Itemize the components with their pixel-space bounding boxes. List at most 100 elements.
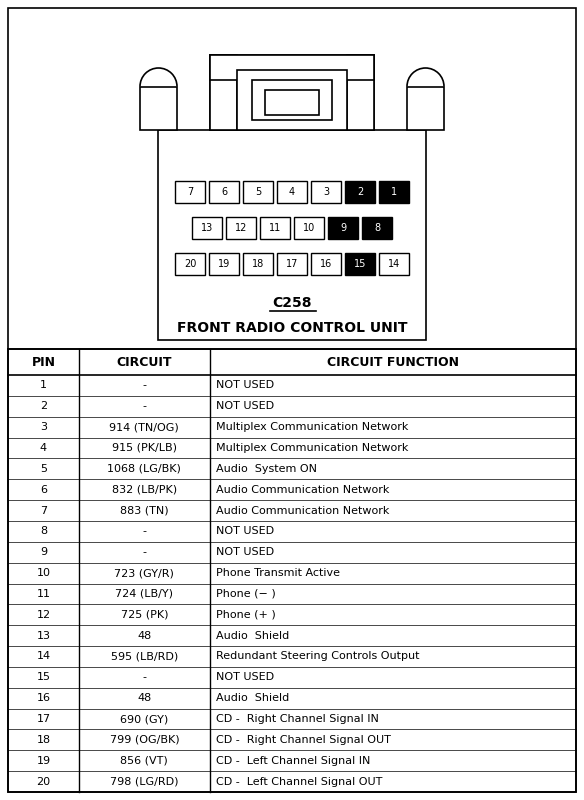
Text: PIN: PIN <box>32 355 55 369</box>
Text: -: - <box>142 672 147 682</box>
Text: 17: 17 <box>36 714 51 724</box>
Text: 3: 3 <box>323 187 329 197</box>
Text: 4: 4 <box>289 187 295 197</box>
Bar <box>265 90 319 115</box>
Text: -: - <box>142 547 147 558</box>
Text: 7: 7 <box>40 506 47 515</box>
Bar <box>175 181 205 203</box>
Text: 16: 16 <box>36 693 50 703</box>
Text: Multiplex Communication Network: Multiplex Communication Network <box>215 422 408 432</box>
Text: 856 (VT): 856 (VT) <box>120 756 168 766</box>
Text: 2: 2 <box>357 187 363 197</box>
Text: 4: 4 <box>40 443 47 453</box>
Text: 7: 7 <box>187 187 193 197</box>
Bar <box>260 217 290 239</box>
Bar <box>407 86 444 130</box>
Bar <box>8 349 576 792</box>
Text: 9: 9 <box>40 547 47 558</box>
Bar <box>252 80 332 120</box>
Bar <box>347 55 374 130</box>
Text: CD -  Right Channel Signal IN: CD - Right Channel Signal IN <box>215 714 378 724</box>
Text: 1068 (LG/BK): 1068 (LG/BK) <box>107 464 181 474</box>
Text: 20: 20 <box>36 777 51 786</box>
Text: 20: 20 <box>184 259 196 269</box>
Text: 8: 8 <box>374 223 380 233</box>
Text: NOT USED: NOT USED <box>215 381 274 390</box>
Bar <box>345 181 375 203</box>
Text: 6: 6 <box>40 485 47 494</box>
Bar <box>311 181 341 203</box>
Text: Phone (− ): Phone (− ) <box>215 589 276 599</box>
Text: Audio  Shield: Audio Shield <box>215 630 289 641</box>
Text: 6: 6 <box>221 187 227 197</box>
Bar <box>362 217 392 239</box>
Text: 723 (GY/R): 723 (GY/R) <box>114 568 174 578</box>
Text: 883 (TN): 883 (TN) <box>120 506 169 515</box>
Bar <box>328 217 358 239</box>
Bar <box>192 217 222 239</box>
Bar <box>379 181 409 203</box>
Text: 10: 10 <box>303 223 315 233</box>
Text: Audio Communication Network: Audio Communication Network <box>215 506 389 515</box>
Text: 595 (LB/RD): 595 (LB/RD) <box>111 651 178 662</box>
Text: NOT USED: NOT USED <box>215 402 274 411</box>
Text: Multiplex Communication Network: Multiplex Communication Network <box>215 443 408 453</box>
Text: 14: 14 <box>388 259 400 269</box>
Text: 11: 11 <box>269 223 281 233</box>
Text: CD -  Left Channel Signal IN: CD - Left Channel Signal IN <box>215 756 370 766</box>
Text: 8: 8 <box>40 526 47 536</box>
Bar <box>237 70 347 130</box>
Text: 1: 1 <box>40 381 47 390</box>
Text: 725 (PK): 725 (PK) <box>120 610 168 620</box>
Text: 19: 19 <box>218 259 230 269</box>
Text: 18: 18 <box>252 259 264 269</box>
Text: Phone Transmit Active: Phone Transmit Active <box>215 568 340 578</box>
Text: 15: 15 <box>36 672 50 682</box>
Text: Audio  Shield: Audio Shield <box>215 693 289 703</box>
Text: 17: 17 <box>286 259 298 269</box>
Text: 1: 1 <box>391 187 397 197</box>
Text: NOT USED: NOT USED <box>215 672 274 682</box>
Text: 832 (LB/PK): 832 (LB/PK) <box>112 485 177 494</box>
Text: 724 (LB/Y): 724 (LB/Y) <box>115 589 173 599</box>
Bar <box>243 253 273 275</box>
Text: 48: 48 <box>137 630 151 641</box>
Text: 19: 19 <box>36 756 51 766</box>
Bar <box>158 130 426 340</box>
Text: FRONT RADIO CONTROL UNIT: FRONT RADIO CONTROL UNIT <box>177 321 407 335</box>
Text: 799 (OG/BK): 799 (OG/BK) <box>110 735 179 745</box>
Text: 5: 5 <box>40 464 47 474</box>
Text: 12: 12 <box>235 223 247 233</box>
Text: 798 (LG/RD): 798 (LG/RD) <box>110 777 179 786</box>
Text: 16: 16 <box>320 259 332 269</box>
Text: NOT USED: NOT USED <box>215 547 274 558</box>
Text: 13: 13 <box>36 630 50 641</box>
Bar <box>210 55 237 130</box>
Text: 5: 5 <box>255 187 261 197</box>
Text: 14: 14 <box>36 651 51 662</box>
Bar <box>140 86 177 130</box>
Text: 10: 10 <box>36 568 50 578</box>
Bar <box>210 55 374 80</box>
Text: 3: 3 <box>40 422 47 432</box>
Text: 18: 18 <box>36 735 51 745</box>
Text: 15: 15 <box>354 259 366 269</box>
Bar <box>277 181 307 203</box>
Text: CIRCUIT FUNCTION: CIRCUIT FUNCTION <box>327 355 459 369</box>
Bar <box>277 253 307 275</box>
Text: CD -  Right Channel Signal OUT: CD - Right Channel Signal OUT <box>215 735 391 745</box>
Text: -: - <box>142 381 147 390</box>
Bar <box>379 253 409 275</box>
Bar <box>210 55 374 130</box>
Bar <box>345 253 375 275</box>
Text: CD -  Left Channel Signal OUT: CD - Left Channel Signal OUT <box>215 777 382 786</box>
Text: C258: C258 <box>272 296 312 310</box>
Text: Audio  System ON: Audio System ON <box>215 464 317 474</box>
Text: NOT USED: NOT USED <box>215 526 274 536</box>
Text: Redundant Steering Controls Output: Redundant Steering Controls Output <box>215 651 419 662</box>
Text: 915 (PK/LB): 915 (PK/LB) <box>112 443 177 453</box>
Bar <box>209 253 239 275</box>
Text: 12: 12 <box>36 610 51 620</box>
Text: 914 (TN/OG): 914 (TN/OG) <box>109 422 179 432</box>
Text: 9: 9 <box>340 223 346 233</box>
